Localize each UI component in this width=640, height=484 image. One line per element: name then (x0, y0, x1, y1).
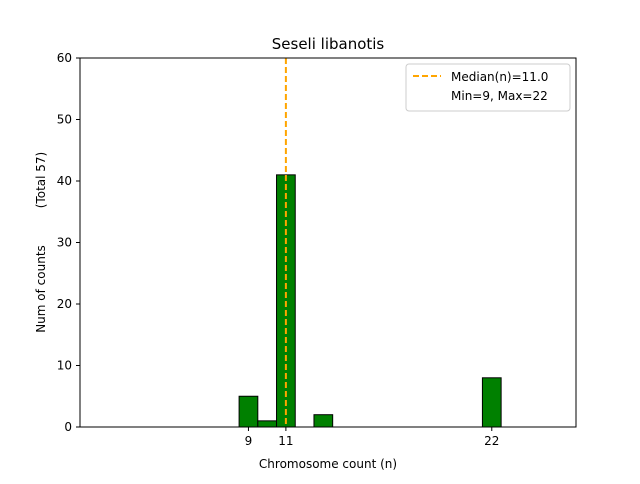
x-tick-label: 22 (484, 434, 499, 448)
legend-entry-median: Median(n)=11.0 (451, 70, 548, 84)
plot-frame (79, 57, 577, 428)
y-tick-label: 10 (57, 359, 72, 373)
y-tick-label: 30 (57, 236, 72, 250)
y-axis-ticks: 0 10 20 30 40 50 60 (57, 51, 80, 434)
y-tick-label: 60 (57, 51, 72, 65)
y-tick-label: 50 (57, 113, 72, 127)
x-axis-label: Chromosome count (n) (259, 457, 397, 471)
y-axis-total-note: (Total 57) (34, 152, 48, 208)
legend-entry-minmax: Min=9, Max=22 (451, 89, 548, 103)
x-tick-label: 9 (245, 434, 253, 448)
y-tick-label: 20 (57, 297, 72, 311)
x-axis-ticks: 9 11 22 (245, 427, 499, 448)
legend: Median(n)=11.0 Min=9, Max=22 (405, 63, 571, 112)
bar-13 (313, 414, 334, 428)
x-tick-label: 11 (278, 434, 293, 448)
y-tick-label: 0 (64, 420, 72, 434)
bars-group (238, 174, 502, 428)
y-tick-label: 40 (57, 174, 72, 188)
chart-title: Seseli libanotis (272, 35, 385, 53)
y-axis-label: Num of counts (34, 245, 48, 333)
bar-9 (238, 395, 259, 428)
legend-box (405, 63, 571, 112)
bar-22 (481, 377, 502, 428)
bar-10 (257, 420, 278, 428)
